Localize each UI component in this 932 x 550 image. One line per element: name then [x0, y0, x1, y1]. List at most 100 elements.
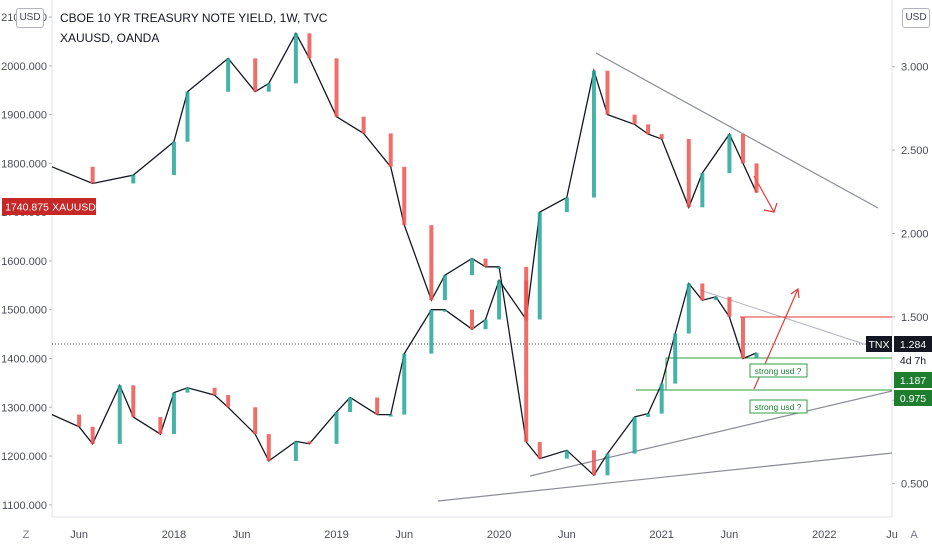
x-tick-label: 2018	[162, 529, 186, 541]
candle-tnx	[131, 175, 136, 184]
candle-xauusd	[632, 114, 637, 125]
candle-tnx	[564, 450, 569, 459]
chart-title: CBOE 10 YR TREASURY NOTE YIELD, 1W, TVC	[60, 11, 328, 25]
candle-xauusd	[90, 426, 95, 444]
candle-tnx	[293, 33, 298, 84]
annotation-text: strong usd ?	[755, 366, 802, 376]
zoom-z-button[interactable]: Z	[22, 529, 30, 541]
x-tick-label: 2020	[487, 529, 511, 541]
candle-tnx	[388, 133, 393, 167]
candle-tnx	[171, 141, 176, 176]
right-tick-label: 2.000	[901, 228, 929, 240]
candle-xauusd	[348, 397, 353, 413]
candle-xauusd	[727, 134, 732, 174]
left-tick-label: 1500.000	[1, 305, 47, 317]
candle-xauusd	[429, 309, 434, 354]
candle-xauusd	[185, 387, 190, 393]
candle-tnx	[402, 166, 407, 226]
candle-xauusd	[388, 414, 393, 417]
left-tick-label: 2000.000	[1, 61, 47, 73]
x-tick-label: Jun	[233, 529, 251, 541]
candle-tnx	[537, 441, 542, 459]
candle-xauusd	[564, 197, 569, 213]
candle-tnx	[429, 225, 434, 301]
candle-xauusd	[171, 392, 176, 435]
left-tick-label: 1900.000	[1, 110, 47, 122]
candle-tnx	[524, 266, 529, 442]
annotation-strong-usd-2[interactable]: strong usd ?	[749, 399, 808, 414]
bar-countdown: 4d 7h	[900, 355, 926, 367]
trendline-tnx-support[interactable]	[529, 390, 893, 477]
candle-xauusd	[402, 353, 407, 415]
candle-xauusd	[212, 387, 217, 396]
level-upper-value: 1.187	[900, 375, 926, 387]
x-tick-label: 2022	[812, 529, 836, 541]
candle-tnx	[591, 450, 596, 476]
chart-subtitle: XAUUSD, OANDA	[60, 31, 160, 45]
candle-tnx	[470, 258, 474, 276]
candle-tnx	[266, 83, 271, 92]
candle-xauusd	[483, 319, 488, 330]
tnx-price-badge[interactable]: TNX 1.284 4d 7h	[866, 336, 932, 367]
candle-xauusd	[591, 70, 596, 198]
candle-xauusd	[131, 385, 136, 418]
candle-xauusd	[605, 70, 610, 115]
x-tick-label: 2021	[649, 529, 673, 541]
xauusd-price-badge[interactable]: 1740.875 XAUUSD	[2, 198, 96, 215]
candle-tnx	[226, 58, 231, 92]
right-tick-label: 2.500	[901, 145, 929, 157]
right-tick-label: 0.500	[901, 479, 929, 491]
candle-tnx	[727, 296, 732, 317]
candle-tnx	[713, 296, 718, 301]
level-badge-lower[interactable]: 0.975	[894, 390, 932, 406]
right-currency-button[interactable]: USD	[902, 8, 930, 28]
left-tick-label: 1400.000	[1, 353, 47, 365]
x-tick-label: Jun	[395, 529, 413, 541]
candle-xauusd	[334, 412, 339, 444]
candle-tnx	[185, 91, 190, 142]
candle-xauusd	[158, 417, 163, 435]
candle-xauusd	[375, 397, 380, 415]
annotation-strong-usd-1[interactable]: strong usd ?	[749, 363, 808, 378]
candle-tnx	[90, 166, 95, 184]
xauusd-series-label: XAUUSD	[52, 202, 96, 214]
tnx-last-value: 1.284	[900, 339, 926, 351]
candle-xauusd	[754, 163, 759, 193]
annotation-text: strong usd ?	[755, 402, 802, 412]
left-tick-label: 1600.000	[1, 256, 47, 268]
candle-tnx	[334, 58, 339, 117]
candle-xauusd	[253, 407, 258, 435]
right-tick-label: 3.000	[901, 62, 929, 74]
candle-tnx	[361, 116, 366, 134]
candle-tnx	[754, 352, 759, 359]
candle-xauusd	[740, 134, 745, 164]
tnx-series-label: TNX	[869, 339, 890, 351]
candle-xauusd	[646, 124, 651, 135]
candle-tnx	[307, 33, 312, 59]
candle-tnx	[646, 413, 651, 417]
left-currency-button[interactable]: USD	[16, 8, 44, 28]
level-badge-upper[interactable]: 1.187	[894, 372, 932, 388]
candle-xauusd	[537, 212, 542, 320]
trendline-upper-resistance[interactable]	[595, 52, 879, 209]
trendline-long-support[interactable]	[437, 452, 893, 502]
candle-xauusd	[117, 385, 122, 444]
candle-tnx	[605, 453, 610, 476]
candle-tnx	[497, 266, 502, 269]
candle-xauusd	[659, 134, 664, 140]
candle-tnx	[253, 58, 258, 92]
candle-xauusd	[470, 309, 474, 330]
candle-xauusd	[293, 441, 298, 461]
candle-xauusd	[77, 414, 82, 427]
candle-xauusd	[686, 139, 691, 208]
candle-tnx	[700, 283, 705, 301]
xauusd-last-value: 1740.875	[5, 202, 49, 214]
candle-tnx	[673, 333, 678, 384]
left-tick-label: 1300.000	[1, 402, 47, 414]
candle-xauusd	[226, 395, 231, 408]
auto-scale-button[interactable]: A	[910, 529, 918, 541]
series-line-tnx[interactable]	[51, 32, 757, 477]
candle-tnx	[659, 383, 664, 414]
